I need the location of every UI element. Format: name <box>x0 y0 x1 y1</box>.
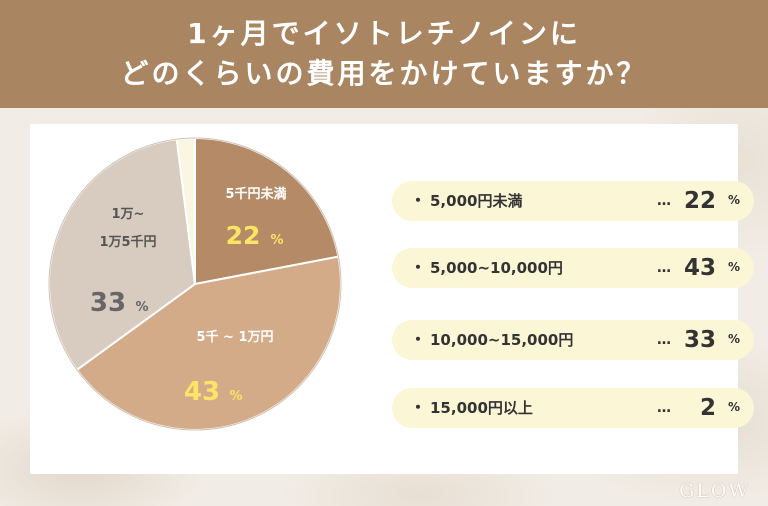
list-bullet: ・ <box>410 398 427 417</box>
pie-slices <box>48 136 342 432</box>
slice-value-under-5000: 22 <box>226 221 261 250</box>
list-item-10000-15000: ・ 10,000~15,000円 … 33 % <box>392 320 754 360</box>
list-unit: % <box>727 332 740 346</box>
slice-label-10000-15000-line-2: 1万5千円 <box>99 234 156 250</box>
list-label: 10,000~15,000円 <box>430 331 574 349</box>
pie-chart: 5千円未満 22 % 5千 ~ 1万円 43 % 1万~ 1万5千円 33 % <box>48 136 342 432</box>
list-bullet: ・ <box>410 330 427 349</box>
slice-label-under-5000: 5千円未満 <box>225 186 286 202</box>
list-bullet: ・ <box>410 191 427 210</box>
header-title-line-1: 1ヶ月でイソトレチノインに <box>187 17 581 50</box>
pie-outline <box>48 137 342 431</box>
slice-percent-under-5000: % <box>270 233 283 248</box>
list-unit: % <box>727 400 740 414</box>
slice-percent-5000-10000: % <box>229 389 242 404</box>
slice-label-10000-15000-line-1: 1万~ <box>112 207 145 222</box>
slice-percent-10000-15000: % <box>135 300 148 315</box>
list-label: 15,000円以上 <box>430 399 533 417</box>
slice-value-10000-15000: 33 <box>90 288 126 318</box>
list-value: 2 <box>699 395 716 421</box>
list-value: 43 <box>683 255 716 281</box>
list-leader-dots: … <box>657 400 671 416</box>
list-leader-dots: … <box>657 332 671 348</box>
list-unit: % <box>727 260 740 274</box>
slice-label-5000-10000: 5千 ~ 1万円 <box>196 329 273 345</box>
page-header: 1ヶ月でイソトレチノインに どのくらいの費用をかけていますか？ <box>0 0 768 108</box>
list-label: 5,000~10,000円 <box>430 259 563 277</box>
list-value: 33 <box>683 327 716 353</box>
list-item-5000-10000: ・ 5,000~10,000円 … 43 % <box>392 248 754 288</box>
list-label: 5,000円未満 <box>430 192 523 210</box>
list-item-over-15000: ・ 15,000円以上 … 2 % <box>392 388 754 428</box>
list-item-under-5000: ・ 5,000円未満 … 22 % <box>392 181 754 221</box>
list-leader-dots: … <box>657 260 671 276</box>
list-value: 22 <box>683 188 716 214</box>
list-leader-dots: … <box>657 193 671 209</box>
brand-logo: GLOW <box>679 480 750 502</box>
content-panel: 5千円未満 22 % 5千 ~ 1万円 43 % 1万~ 1万5千円 33 % … <box>30 124 754 474</box>
list-bullet: ・ <box>410 258 427 277</box>
header-title-line-2: どのくらいの費用をかけていますか？ <box>120 57 648 90</box>
slice-value-5000-10000: 43 <box>184 377 220 407</box>
list-unit: % <box>727 193 740 207</box>
